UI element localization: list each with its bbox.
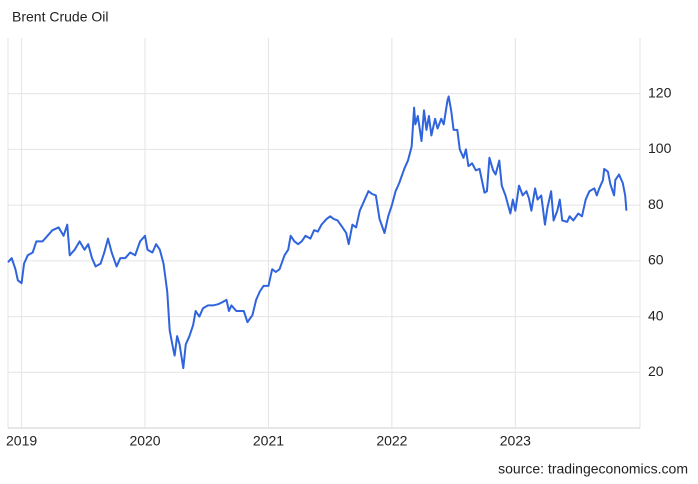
y-tick-label: 40: [648, 307, 664, 323]
y-tick-label: 60: [648, 252, 664, 268]
data-line: [7, 95, 628, 370]
y-tick-label: 120: [648, 84, 672, 100]
y-tick-label: 80: [648, 196, 664, 212]
x-tick-label: 2023: [500, 433, 531, 449]
chart-title: Brent Crude Oil: [12, 9, 108, 25]
x-tick-label: 2022: [376, 433, 407, 449]
y-tick-label: 100: [648, 140, 672, 156]
x-tick-label: 2019: [6, 433, 37, 449]
x-tick-label: 2020: [129, 433, 160, 449]
y-tick-label: 20: [648, 363, 664, 379]
source-note: source: tradingeconomics.com: [498, 461, 688, 477]
x-tick-label: 2021: [253, 433, 284, 449]
